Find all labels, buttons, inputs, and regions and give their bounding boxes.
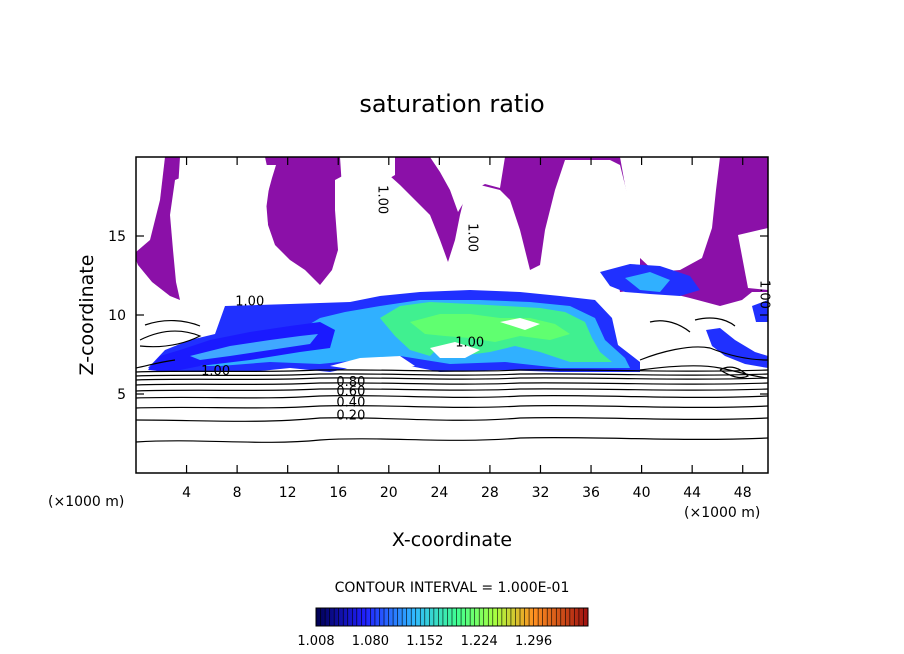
right-cloud-patch-2 [625, 272, 670, 292]
contour-label: 1.00 [455, 336, 484, 351]
contour-lines [136, 317, 768, 443]
contour-label: 1.00 [756, 280, 771, 309]
x-tick-label: 4 [182, 485, 191, 501]
contour-label: 0.40 [336, 396, 365, 411]
x-tick-label: 20 [380, 485, 398, 501]
colorbar-label: 1.224 [461, 634, 498, 649]
saturation-field [136, 157, 768, 443]
chart-title: saturation ratio [359, 90, 544, 118]
colorbar-label: 1.296 [515, 634, 552, 649]
colorbar-ticks: 1.008 1.080 1.152 1.224 1.296 [297, 608, 584, 649]
contour-label: 0.20 [336, 408, 365, 423]
contour-label: 1.00 [464, 223, 479, 252]
x-left-unit: (×1000 m) [48, 494, 124, 510]
far-right-edge [752, 300, 768, 322]
colorbar-label: 1.152 [406, 634, 443, 649]
white-gap-6 [738, 228, 768, 290]
white-gap-4 [430, 157, 505, 212]
cloud-hole-1 [430, 342, 480, 358]
cloud-hole-2 [500, 318, 540, 330]
far-right-blob [706, 328, 768, 368]
x-tick-label: 40 [633, 485, 651, 501]
contour-label: 0.60 [336, 385, 365, 400]
colorbar-label: 1.080 [352, 634, 389, 649]
upper-purple-region [136, 157, 768, 306]
left-cloud-core [190, 334, 318, 360]
x-tick-label: 8 [233, 485, 242, 501]
contour-interval-text: CONTOUR INTERVAL = 1.000E-01 [335, 580, 570, 596]
x-tick-label: 24 [430, 485, 448, 501]
x-tick-label: 16 [329, 485, 347, 501]
contour-label: 1.00 [235, 295, 264, 310]
x-right-unit: (×1000 m) [684, 505, 760, 521]
x-tick-label: 36 [582, 485, 600, 501]
y-axis-ticks: 5 10 15 [108, 229, 768, 403]
x-axis-label: X-coordinate [392, 529, 512, 551]
cloud-hole-3 [330, 356, 415, 372]
x-tick-label: 48 [734, 485, 752, 501]
contour-label: 1.00 [201, 364, 230, 379]
x-tick-label: 44 [683, 485, 701, 501]
contour-label: 0.80 [336, 375, 365, 390]
x-tick-label: 28 [481, 485, 499, 501]
x-axis-ticks: 4 8 12 16 20 24 28 32 36 40 44 48 [182, 157, 752, 501]
white-gap-3 [340, 157, 395, 188]
white-gap-2 [176, 157, 270, 292]
x-tick-label: 12 [279, 485, 297, 501]
contour-labels: 1.00 1.00 1.00 1.00 1.00 1.00 0.800.600.400.20 [201, 185, 771, 423]
x-tick-label: 32 [532, 485, 550, 501]
y-tick-label: 5 [117, 387, 126, 403]
y-tick-label: 10 [108, 308, 126, 324]
white-gap-5 [620, 157, 720, 272]
white-gap-1 [136, 157, 165, 252]
y-tick-label: 15 [108, 229, 126, 245]
y-axis-label: Z-coordinate [76, 255, 98, 376]
colorbar-label: 1.008 [297, 634, 334, 649]
contour-label: 1.00 [375, 185, 390, 214]
